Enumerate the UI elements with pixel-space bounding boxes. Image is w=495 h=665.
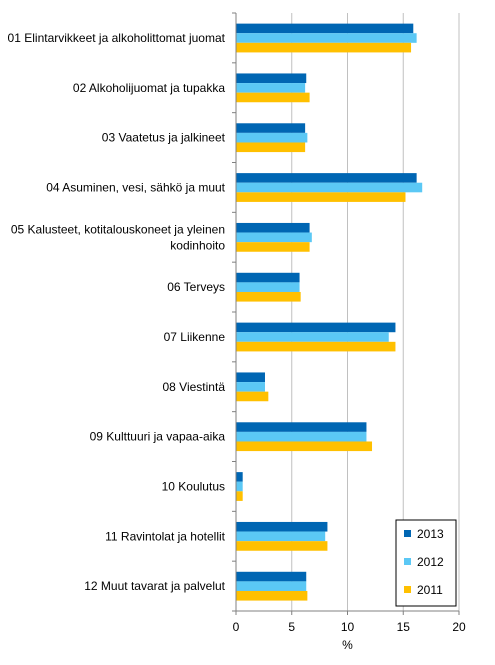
- legend-label-2012: 2012: [417, 555, 444, 569]
- category-label: 09 Kulttuuri ja vapaa-aika: [90, 430, 226, 444]
- category-label: 03 Vaatetus ja jalkineet: [102, 131, 226, 145]
- bar-2011-1: [236, 42, 412, 53]
- category-label: 06 Terveys: [167, 280, 225, 294]
- bar-2013-10: [236, 472, 243, 482]
- bar-2012-7: [236, 332, 389, 342]
- category-label: 10 Koulutus: [162, 479, 225, 493]
- bar-2011-5: [236, 242, 310, 252]
- category-label: 12 Muut tavarat ja palvelut: [84, 579, 225, 593]
- legend-swatch-2012: [404, 558, 411, 565]
- bar-2012-3: [236, 132, 308, 143]
- category-labels: 01 Elintarvikkeet ja alkoholittomat juom…: [8, 31, 226, 593]
- category-label: kodinhoito: [170, 238, 225, 252]
- category-label: 04 Asuminen, vesi, sähkö ja muut: [46, 180, 225, 194]
- x-tick-label: 15: [397, 620, 411, 634]
- bar-2012-10: [236, 481, 243, 492]
- bar-2013-5: [236, 222, 310, 233]
- bar-2013-6: [236, 272, 300, 283]
- bar-2013-3: [236, 123, 306, 133]
- bar-2012-2: [236, 83, 306, 93]
- bar-2012-8: [236, 382, 265, 392]
- bar-2012-6: [236, 282, 300, 292]
- bar-2011-2: [236, 92, 310, 103]
- category-label: 02 Alkoholijuomat ja tupakka: [73, 81, 225, 95]
- bar-2012-12: [236, 581, 307, 591]
- bars: [236, 23, 423, 601]
- bar-2011-12: [236, 590, 308, 601]
- bar-2011-8: [236, 391, 269, 402]
- bar-2011-9: [236, 441, 373, 452]
- gridlines: [291, 13, 460, 611]
- legend-label-2011: 2011: [417, 583, 443, 597]
- bar-2013-9: [236, 422, 367, 432]
- bar-2013-12: [236, 571, 307, 582]
- bar-2011-4: [236, 192, 406, 202]
- category-label: 08 Viestintä: [163, 380, 226, 394]
- x-tick-label: 20: [452, 620, 466, 634]
- x-tick-labels: 0 5 10 15 20: [233, 620, 466, 634]
- bar-2012-1: [236, 33, 417, 43]
- category-label: 11 Ravintolat ja hotellit: [105, 529, 226, 543]
- category-label: 07 Liikenne: [164, 330, 226, 344]
- bar-2011-3: [236, 142, 306, 153]
- bar-2013-1: [236, 23, 414, 34]
- bar-2011-10: [236, 491, 243, 501]
- x-tick-label: 0: [233, 620, 240, 634]
- bar-2012-4: [236, 182, 423, 193]
- legend-swatch-2011: [404, 586, 411, 593]
- bar-2013-8: [236, 372, 265, 383]
- bar-2012-5: [236, 232, 312, 243]
- bar-2012-9: [236, 431, 367, 442]
- bar-2011-7: [236, 341, 396, 352]
- bar-2013-4: [236, 173, 417, 183]
- category-label: 05 Kalusteet, kotitalouskoneet ja yleine…: [11, 222, 225, 236]
- legend-label-2013: 2013: [417, 527, 444, 541]
- x-tick-label: 10: [341, 620, 355, 634]
- x-tick-label: 5: [288, 620, 295, 634]
- legend-swatch-2013: [404, 530, 411, 537]
- bar-2012-11: [236, 531, 326, 542]
- bar-2011-11: [236, 541, 328, 551]
- x-axis-title: %: [342, 638, 353, 652]
- category-label: 01 Elintarvikkeet ja alkoholittomat juom…: [8, 31, 226, 45]
- legend: 2013 2012 2011: [395, 519, 457, 607]
- bar-2013-7: [236, 322, 396, 333]
- axes: [232, 12, 460, 615]
- bar-2011-6: [236, 291, 301, 302]
- bar-2013-2: [236, 73, 307, 84]
- bar-2013-11: [236, 521, 328, 532]
